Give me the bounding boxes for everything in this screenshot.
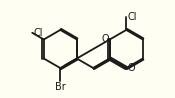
Text: O: O bbox=[101, 34, 109, 44]
Text: Br: Br bbox=[55, 82, 66, 92]
Text: O: O bbox=[127, 63, 135, 73]
Text: Cl: Cl bbox=[127, 12, 137, 22]
Text: Cl: Cl bbox=[33, 28, 43, 38]
